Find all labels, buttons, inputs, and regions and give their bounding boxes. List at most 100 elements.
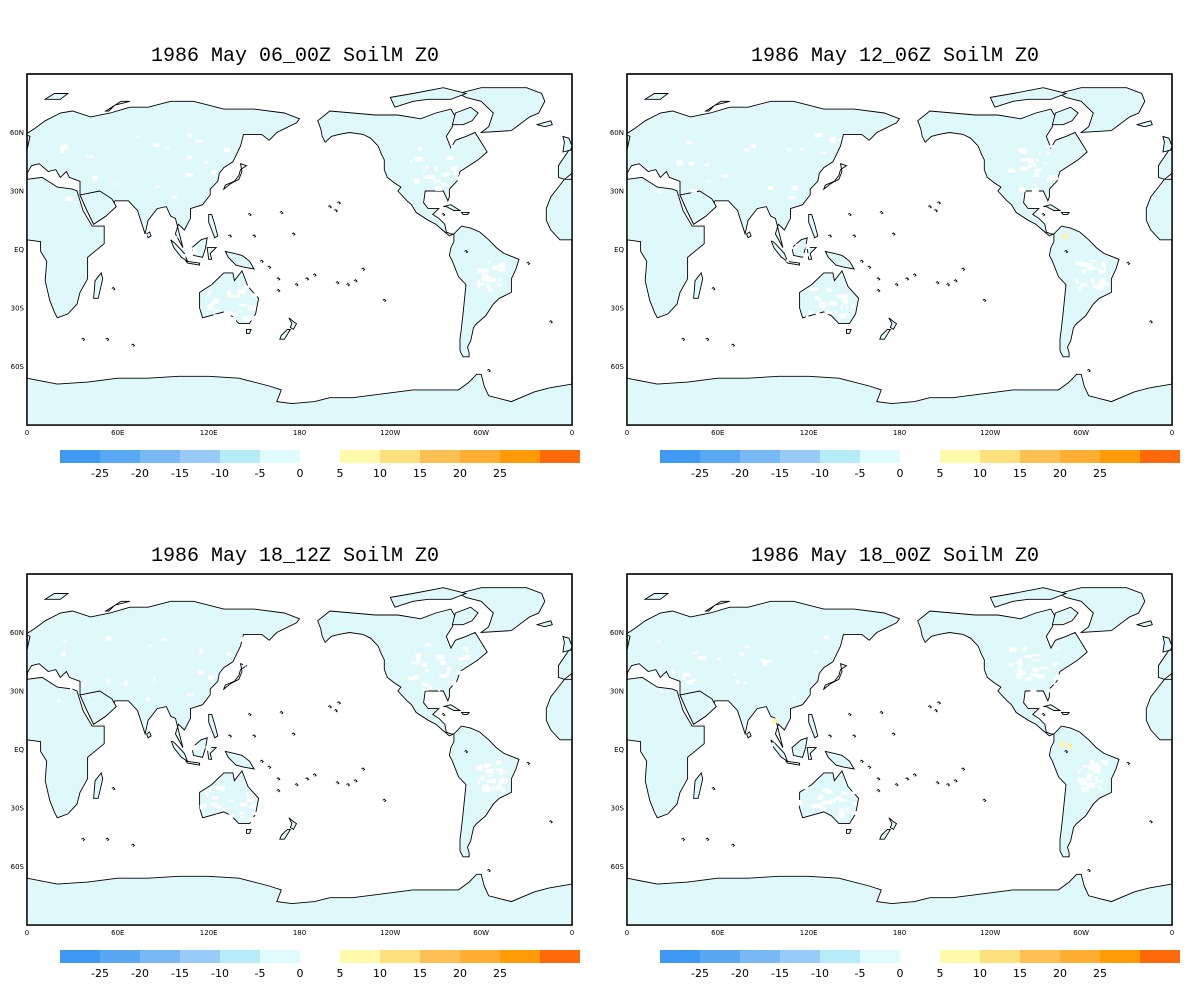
colorbar-label: 15 xyxy=(413,967,427,980)
speck xyxy=(153,143,160,147)
speck xyxy=(839,799,847,802)
colorbar-swatch xyxy=(660,950,700,963)
island xyxy=(328,705,332,709)
speck xyxy=(147,644,153,647)
island xyxy=(335,281,340,285)
speck xyxy=(452,681,457,686)
lon-label: 60W xyxy=(1073,929,1089,937)
speck xyxy=(844,675,850,680)
colorbar-swatch xyxy=(180,450,220,463)
speck xyxy=(226,652,231,656)
speck xyxy=(1037,674,1045,679)
island xyxy=(259,759,264,764)
lon-label: 180 xyxy=(293,929,306,937)
map-border xyxy=(26,73,573,426)
colorbar-label: 5 xyxy=(937,967,944,980)
island xyxy=(705,337,710,342)
speck xyxy=(165,250,168,254)
speck xyxy=(228,799,234,802)
speck xyxy=(248,794,255,800)
speck xyxy=(1100,759,1104,763)
speck xyxy=(482,277,490,282)
speck xyxy=(492,778,496,781)
speck xyxy=(745,755,751,759)
speck xyxy=(210,802,219,806)
colorbar-label: -5 xyxy=(855,967,866,980)
speck xyxy=(457,176,465,181)
land-madagascar xyxy=(693,271,704,299)
speck xyxy=(760,781,768,785)
speck xyxy=(838,138,841,142)
speck xyxy=(186,155,193,160)
speck xyxy=(707,193,711,196)
speck xyxy=(1019,158,1026,163)
speck xyxy=(814,287,819,291)
land-arctic-islands xyxy=(389,87,468,108)
colorbar-swatch xyxy=(500,450,540,463)
colorbar-label: 5 xyxy=(337,967,344,980)
map-border xyxy=(26,573,573,926)
speck xyxy=(195,139,203,143)
speck xyxy=(803,786,809,790)
colorbar-label: -10 xyxy=(811,467,829,480)
speck xyxy=(820,151,827,155)
speck xyxy=(240,802,248,807)
lat-label: EQ xyxy=(614,246,624,254)
speck xyxy=(796,799,802,804)
speck xyxy=(488,260,491,264)
colorbar-label: -25 xyxy=(691,467,709,480)
speck xyxy=(1024,655,1033,658)
speck xyxy=(181,791,185,796)
speck xyxy=(423,175,432,179)
land-java xyxy=(784,760,801,766)
colorbar: -25 -20 -15 -10 -5 0 5 10 15 20 25 xyxy=(60,450,580,480)
speck xyxy=(851,304,855,309)
speck xyxy=(761,235,764,241)
land-north-america xyxy=(917,608,1088,737)
island xyxy=(228,734,233,738)
island xyxy=(711,786,716,791)
speck xyxy=(483,268,489,273)
speck xyxy=(1036,159,1039,162)
speck xyxy=(413,179,420,185)
speck xyxy=(1052,647,1060,651)
lat-label: EQ xyxy=(14,246,24,254)
speck xyxy=(492,265,498,270)
colorbar-label: 5 xyxy=(337,467,344,480)
speck xyxy=(128,769,133,773)
speck xyxy=(446,666,452,672)
island xyxy=(131,343,136,347)
colorbar-label: 10 xyxy=(973,467,987,480)
map-panel-2: 1986 May 12_06Z SoilM Z0 60N 30N EQ 30S 60S 0… xyxy=(600,0,1200,500)
colorbar-swatch xyxy=(380,950,420,963)
island xyxy=(876,277,881,281)
speck xyxy=(239,811,245,815)
speck xyxy=(826,288,832,292)
speck xyxy=(825,188,828,191)
speck xyxy=(74,686,77,690)
speck xyxy=(727,765,735,769)
speck xyxy=(1083,765,1091,768)
speck xyxy=(687,680,694,685)
colorbar-label: -20 xyxy=(731,967,749,980)
island xyxy=(867,765,872,769)
speck xyxy=(762,239,769,245)
colorbar-label: 10 xyxy=(973,967,987,980)
speck xyxy=(731,758,734,763)
island xyxy=(953,279,958,283)
island xyxy=(334,708,339,713)
island xyxy=(111,286,116,291)
colorbar-swatch xyxy=(100,450,140,463)
colorbar-swatch xyxy=(340,950,380,963)
speck xyxy=(488,769,494,774)
land-north-america xyxy=(317,108,488,237)
land-north-america xyxy=(317,608,488,737)
speck xyxy=(1033,172,1040,177)
speck xyxy=(1097,785,1100,788)
speck xyxy=(853,158,857,161)
land-svalbard xyxy=(43,93,70,100)
speck xyxy=(762,661,767,667)
island xyxy=(935,281,940,285)
